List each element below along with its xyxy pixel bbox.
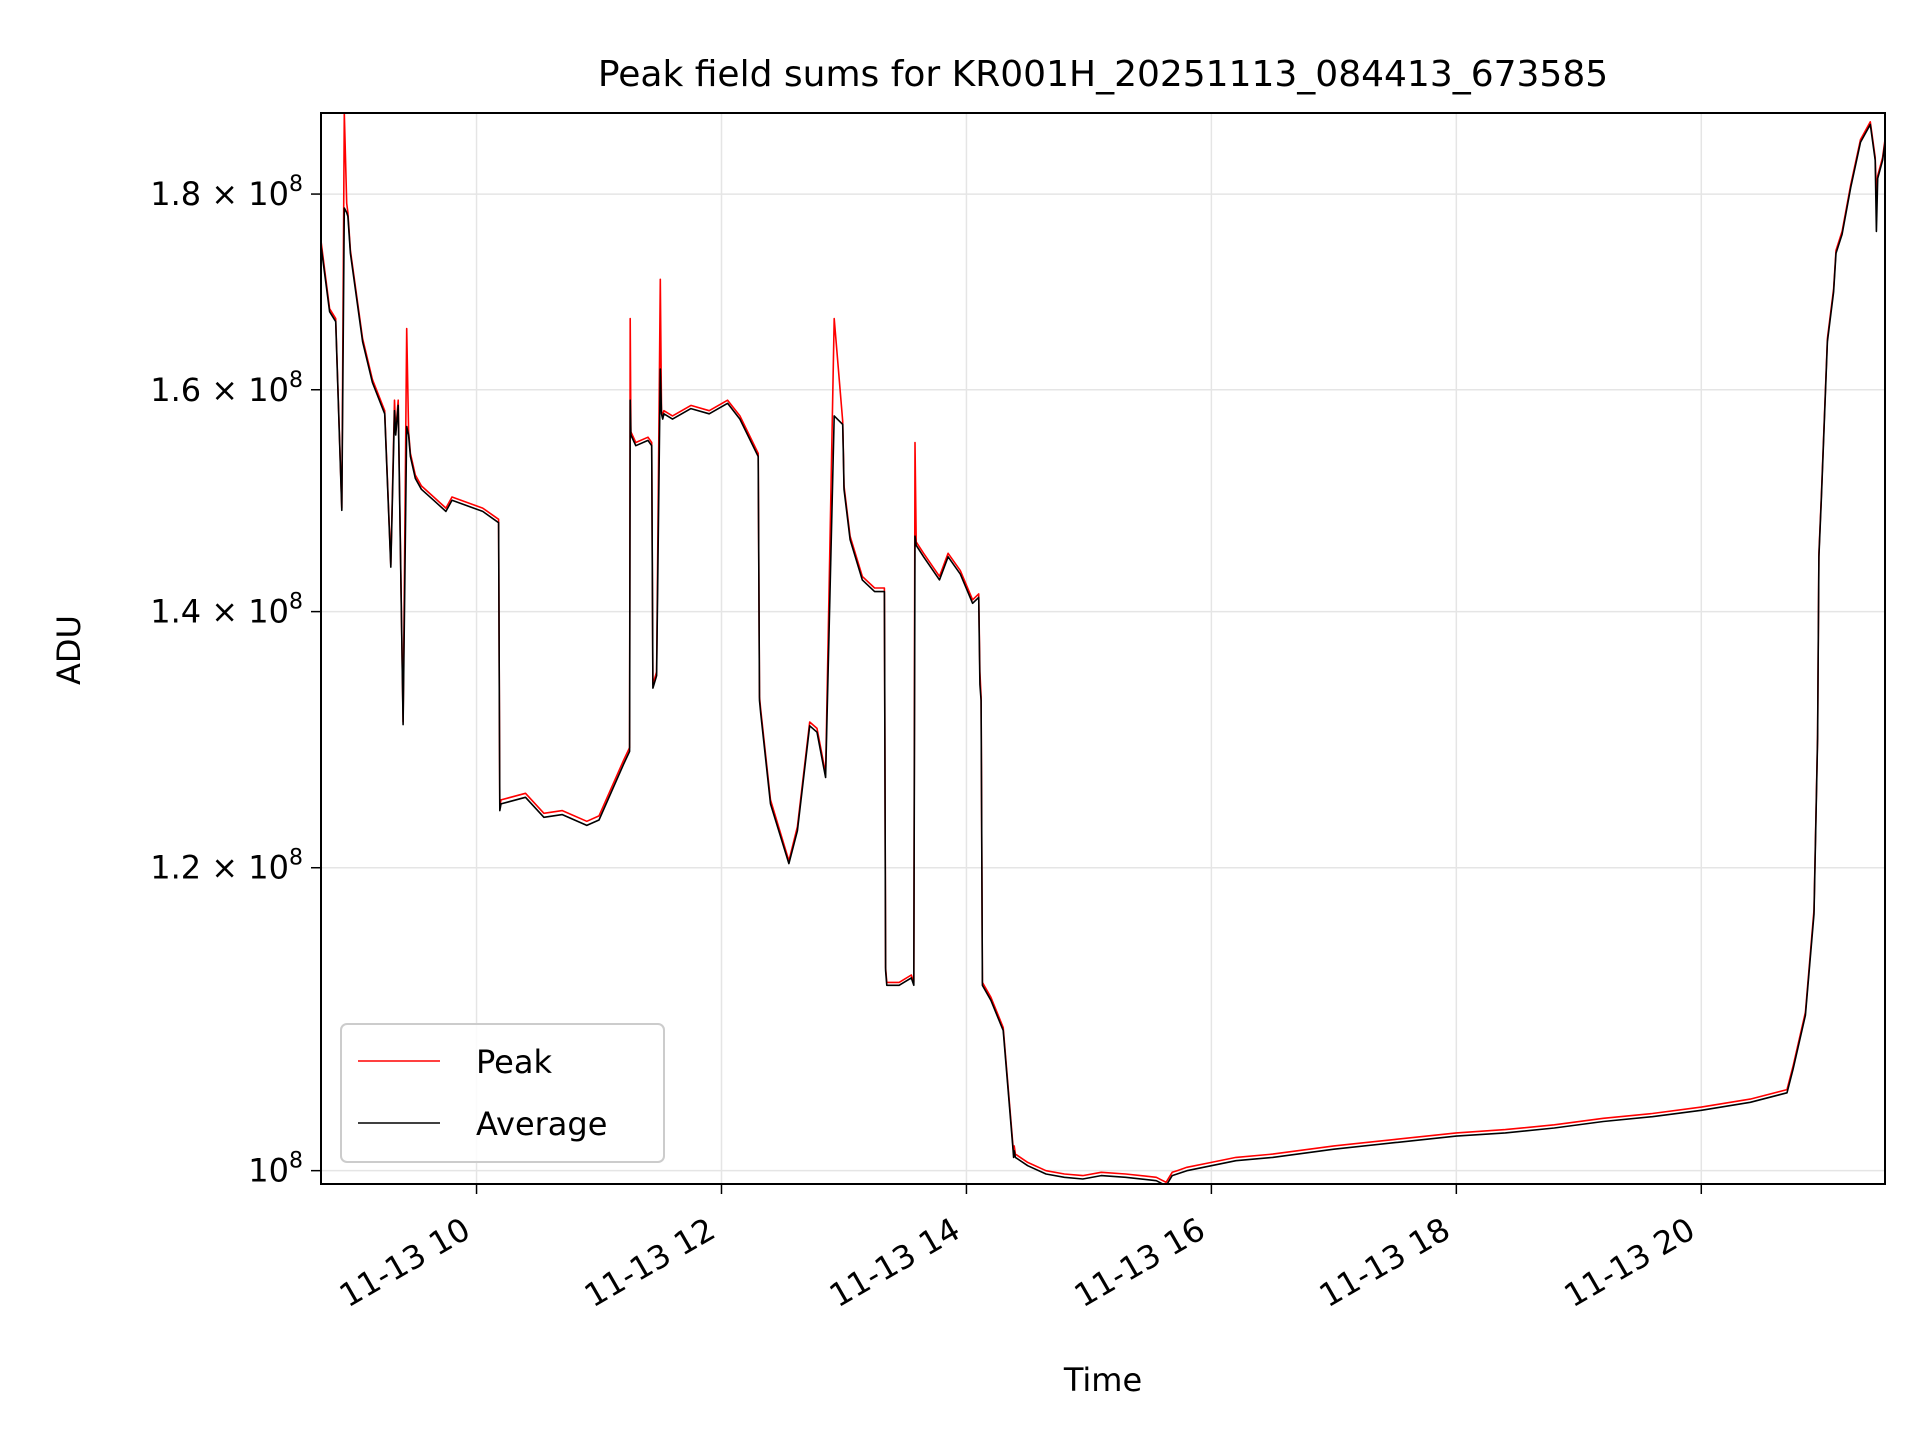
legend: Peak Average [340,1023,665,1163]
chart-title: Peak field sums for KR001H_20251113_0844… [598,54,1608,95]
axes-frame [320,112,1886,1185]
legend-label-peak: Peak [476,1043,552,1081]
series-line-peak [321,113,1885,1184]
y-axis-label: ADU [50,615,88,685]
series-line-average [321,123,1885,1184]
y-tick-label: 1.8 × 108 [150,172,303,213]
y-tick-label: 1.4 × 108 [150,590,303,631]
y-tick-label: 108 [248,1149,303,1190]
y-tick-label: 1.6 × 108 [150,368,303,409]
y-axis-ticks: 108 1.2 × 108 1.4 × 108 1.6 × 108 1.8 × 108 [150,172,321,1190]
legend-box [340,1023,665,1163]
grid [321,113,1885,1184]
legend-label-average: Average [476,1105,607,1143]
x-axis-label: Time [1063,1361,1142,1399]
series-lines [321,113,1885,1184]
y-tick-label: 1.2 × 108 [150,846,303,887]
